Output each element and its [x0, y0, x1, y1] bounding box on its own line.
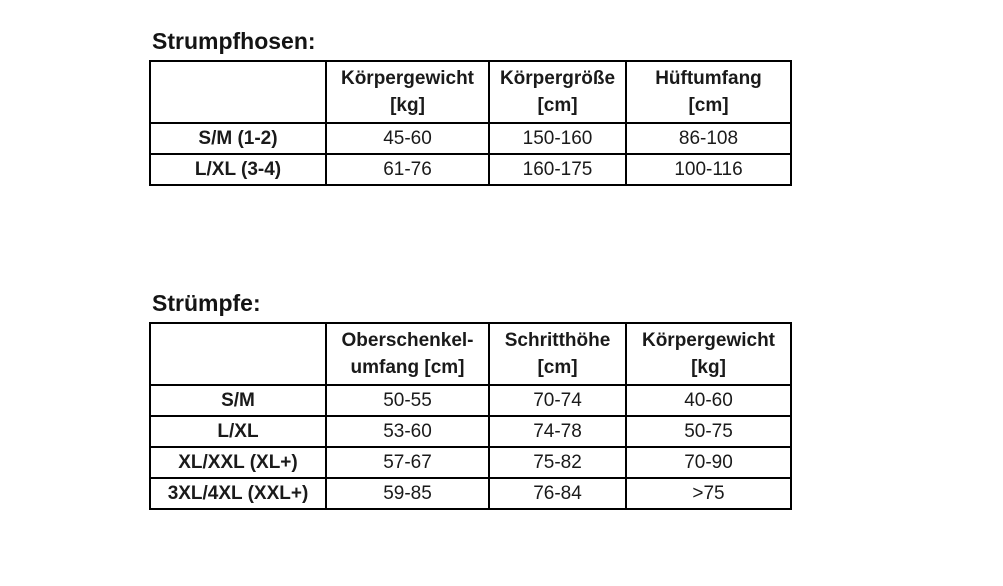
strumpfhosen-title: Strumpfhosen: [152, 28, 316, 54]
column-header-line1: Körpergewicht [340, 68, 475, 89]
row-label: S/M [149, 384, 327, 417]
size-cell: 50-75 [625, 415, 792, 448]
column-header: Schritthöhe [cm] [488, 322, 627, 386]
column-header-line2: [kg] [691, 357, 726, 378]
column-header: Oberschenkel- umfang [cm] [325, 322, 490, 386]
strumpfhosen-section: Strumpfhosen: Körpergewicht [kg] Körperg… [149, 26, 792, 186]
column-header: Körpergewicht [kg] [325, 60, 490, 124]
struempfe-table-header: Oberschenkel- umfang [cm] Schritthöhe [c… [149, 322, 792, 386]
table-row: S/M 50-55 70-74 40-60 [149, 384, 792, 417]
struempfe-title: Strümpfe: [152, 290, 261, 316]
size-cell: 100-116 [625, 153, 792, 186]
strumpfhosen-table-body: S/M (1-2) 45-60 150-160 86-108 L/XL (3-4… [149, 122, 792, 186]
table-row: S/M (1-2) 45-60 150-160 86-108 [149, 122, 792, 155]
header-row: Körpergewicht [kg] Körpergröße [cm] Hüft… [149, 60, 792, 124]
size-cell: 45-60 [325, 122, 490, 155]
size-cell: 53-60 [325, 415, 490, 448]
row-label: L/XL [149, 415, 327, 448]
table-row: XL/XXL (XL+) 57-67 75-82 70-90 [149, 446, 792, 479]
column-header: Hüftumfang [cm] [625, 60, 792, 124]
column-header-line1: Oberschenkel- [341, 330, 474, 351]
strumpfhosen-table: Körpergewicht [kg] Körpergröße [cm] Hüft… [149, 60, 792, 186]
size-cell: 40-60 [625, 384, 792, 417]
size-cell: 75-82 [488, 446, 627, 479]
column-header-line2: [cm] [688, 95, 729, 116]
column-header-line1: Hüftumfang [655, 68, 762, 89]
column-header-line2: [cm] [537, 95, 578, 116]
column-header-line1: Körpergröße [499, 68, 616, 89]
table-row: L/XL (3-4) 61-76 160-175 100-116 [149, 153, 792, 186]
size-cell: 59-85 [325, 477, 490, 510]
column-header-line2: umfang [cm] [350, 357, 465, 378]
size-cell: 150-160 [488, 122, 627, 155]
row-label: L/XL (3-4) [149, 153, 327, 186]
size-cell: 70-90 [625, 446, 792, 479]
column-header-line2: [kg] [390, 95, 425, 116]
column-header-line2: [cm] [537, 357, 578, 378]
table-row: 3XL/4XL (XXL+) 59-85 76-84 >75 [149, 477, 792, 510]
struempfe-table: Oberschenkel- umfang [cm] Schritthöhe [c… [149, 322, 792, 510]
table-row: L/XL 53-60 74-78 50-75 [149, 415, 792, 448]
struempfe-table-body: S/M 50-55 70-74 40-60 L/XL 53-60 74-78 5… [149, 384, 792, 510]
strumpfhosen-table-header: Körpergewicht [kg] Körpergröße [cm] Hüft… [149, 60, 792, 124]
size-cell: 70-74 [488, 384, 627, 417]
corner-cell [149, 60, 327, 124]
size-cell: 57-67 [325, 446, 490, 479]
size-cell: 86-108 [625, 122, 792, 155]
column-header-line1: Körpergewicht [641, 330, 776, 351]
size-cell: 76-84 [488, 477, 627, 510]
header-row: Oberschenkel- umfang [cm] Schritthöhe [c… [149, 322, 792, 386]
size-cell: >75 [625, 477, 792, 510]
row-label: 3XL/4XL (XXL+) [149, 477, 327, 510]
column-header: Körpergröße [cm] [488, 60, 627, 124]
struempfe-section: Strümpfe: Oberschenkel- umfang [cm] Schr… [149, 288, 792, 510]
size-cell: 61-76 [325, 153, 490, 186]
size-cell: 160-175 [488, 153, 627, 186]
column-header-line1: Schritthöhe [504, 330, 611, 351]
size-cell: 50-55 [325, 384, 490, 417]
row-label: XL/XXL (XL+) [149, 446, 327, 479]
corner-cell [149, 322, 327, 386]
size-cell: 74-78 [488, 415, 627, 448]
column-header: Körpergewicht [kg] [625, 322, 792, 386]
row-label: S/M (1-2) [149, 122, 327, 155]
